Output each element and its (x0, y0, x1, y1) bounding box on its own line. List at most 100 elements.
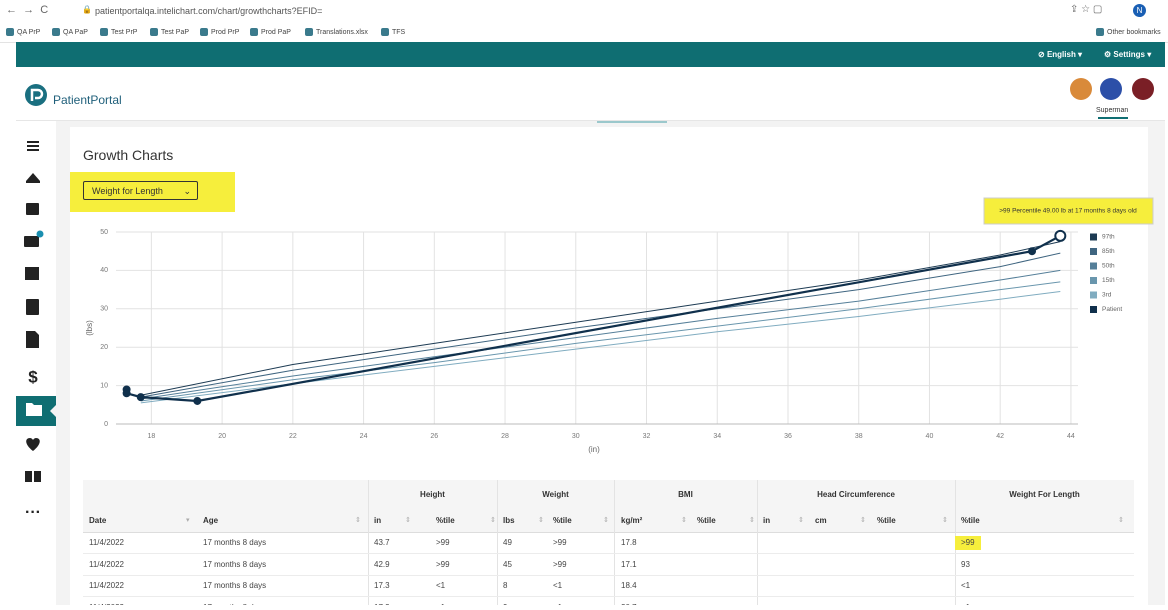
percentile-line (141, 270, 1061, 399)
y-tick-label: 40 (100, 267, 108, 274)
table-cell: 17.3 (374, 581, 390, 590)
column-header[interactable]: %tile (961, 516, 980, 525)
table-cell: 42.9 (374, 560, 390, 569)
table-cell: 11/4/2022 (89, 538, 124, 547)
legend-label: 97th (1102, 234, 1115, 241)
x-tick-label: 42 (996, 433, 1004, 440)
x-tick-label: 40 (926, 433, 934, 440)
row-border (83, 553, 1134, 554)
legend-swatch (1090, 277, 1097, 284)
group-header: BMI (614, 490, 757, 499)
group-header: Weight (497, 490, 614, 499)
percentile-line (141, 253, 1061, 397)
table-cell: <1 (553, 581, 562, 590)
patient-point (1055, 231, 1065, 241)
x-tick-label: 36 (784, 433, 792, 440)
legend-swatch (1090, 234, 1097, 241)
more-icon[interactable]: ··· (25, 504, 41, 521)
tooltip: >99 Percentile 49.00 lb at 17 months 8 d… (999, 208, 1137, 215)
x-tick-label: 18 (147, 433, 155, 440)
table-cell: 17.1 (621, 560, 637, 569)
sort-icon[interactable]: ⇕ (355, 516, 361, 524)
table-cell: 17 months 8 days (203, 538, 266, 547)
table-cell: 17 months 8 days (203, 560, 266, 569)
group-header: Height (368, 490, 497, 499)
x-tick-label: 22 (289, 433, 297, 440)
x-tick-label: 30 (572, 433, 580, 440)
education-icon[interactable] (25, 471, 41, 482)
table-cell: <1 (436, 581, 445, 590)
legend-swatch (1090, 248, 1097, 255)
sort-icon[interactable]: ⇕ (405, 516, 411, 524)
x-tick-label: 26 (430, 433, 438, 440)
x-tick-label: 24 (360, 433, 368, 440)
legend-label: 15th (1102, 277, 1115, 284)
table-cell: 49 (503, 538, 512, 547)
table-cell: >99 (436, 560, 450, 569)
patient-line (127, 236, 1061, 401)
x-axis-label: (in) (588, 445, 600, 454)
sort-icon[interactable]: ⇕ (860, 516, 866, 524)
patient-point (1029, 248, 1035, 254)
y-tick-label: 10 (100, 382, 108, 389)
legend-label: 50th (1102, 263, 1115, 270)
column-header[interactable]: in (374, 516, 381, 525)
patient-point (138, 394, 144, 400)
y-axis-label: (lbs) (85, 320, 94, 336)
y-tick-label: 50 (100, 229, 108, 236)
table-cell: 45 (503, 560, 512, 569)
x-tick-label: 44 (1067, 433, 1075, 440)
column-header[interactable]: %tile (553, 516, 572, 525)
sort-icon[interactable]: ⇕ (942, 516, 948, 524)
row-border (83, 575, 1134, 576)
x-tick-label: 20 (218, 433, 226, 440)
table-cell: 43.7 (374, 538, 390, 547)
column-header[interactable]: cm (815, 516, 827, 525)
legend-swatch (1090, 292, 1097, 299)
row-border (83, 596, 1134, 597)
table-cell: 17 months 8 days (203, 581, 266, 590)
table-cell: >99 (553, 538, 567, 547)
y-tick-label: 20 (100, 344, 108, 351)
group-header: Weight For Length (955, 490, 1134, 499)
sort-icon[interactable]: ⇕ (749, 516, 755, 524)
y-tick-label: 30 (100, 306, 108, 313)
legend-swatch (1090, 263, 1097, 270)
sort-icon[interactable]: ⇕ (798, 516, 804, 524)
sort-icon[interactable]: ⇕ (603, 516, 609, 524)
table-cell: 18.4 (621, 581, 637, 590)
column-header[interactable]: %tile (877, 516, 896, 525)
sort-icon[interactable]: ▾ (186, 516, 190, 524)
legend-label: 3rd (1102, 292, 1112, 299)
x-tick-label: 32 (643, 433, 651, 440)
sort-icon[interactable]: ⇕ (538, 516, 544, 524)
legend-swatch (1090, 306, 1097, 313)
x-tick-label: 38 (855, 433, 863, 440)
sort-icon[interactable]: ⇕ (490, 516, 496, 524)
table-cell: <1 (961, 581, 970, 590)
table-cell: >99 (436, 538, 450, 547)
table-cell: 93 (961, 560, 970, 569)
column-header[interactable]: lbs (503, 516, 515, 525)
chart: (in) (lbs) >99 Percentile 49.00 lb at 17… (0, 0, 1168, 470)
column-header[interactable]: in (763, 516, 770, 525)
column-header[interactable]: kg/m² (621, 516, 642, 525)
column-header[interactable]: %tile (697, 516, 716, 525)
column-header[interactable]: Date (89, 516, 106, 525)
table-cell: 11/4/2022 (89, 581, 124, 590)
growth-table: HeightWeightBMIHead CircumferenceWeight … (83, 480, 1134, 605)
x-tick-label: 34 (713, 433, 721, 440)
table-cell: 11/4/2022 (89, 560, 124, 569)
column-header[interactable]: %tile (436, 516, 455, 525)
group-header: Head Circumference (757, 490, 955, 499)
patient-point (194, 398, 200, 404)
x-tick-label: 28 (501, 433, 509, 440)
sort-icon[interactable]: ⇕ (1118, 516, 1124, 524)
y-tick-label: 0 (104, 421, 108, 428)
table-cell: 8 (503, 581, 507, 590)
table-cell: 17.8 (621, 538, 637, 547)
legend-label: Patient (1102, 306, 1122, 313)
sort-icon[interactable]: ⇕ (681, 516, 687, 524)
column-header[interactable]: Age (203, 516, 218, 525)
patient-point (124, 390, 130, 396)
